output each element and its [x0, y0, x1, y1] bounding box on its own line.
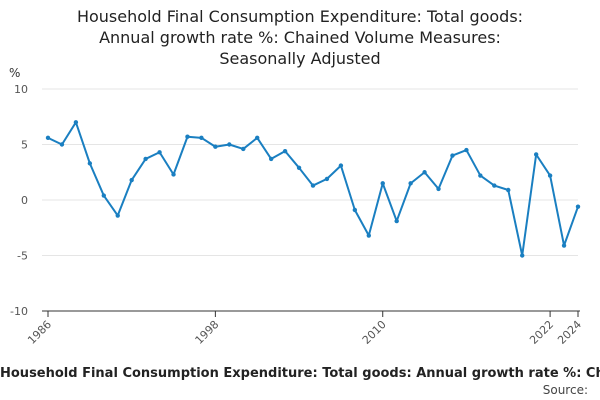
- data-point: [73, 120, 79, 125]
- data-point: [241, 146, 246, 152]
- data-point: [422, 170, 427, 175]
- x-tick-label: 2010: [360, 318, 389, 347]
- data-point: [45, 135, 51, 141]
- data-point: [282, 148, 288, 154]
- y-axis-unit-label: %: [9, 66, 21, 80]
- data-point: [561, 243, 567, 248]
- data-point: [394, 218, 399, 224]
- data-point: [255, 135, 260, 141]
- chart-title-line-1: Household Final Consumption Expenditure:…: [76, 7, 524, 26]
- data-point: [450, 153, 455, 158]
- data-point: [199, 135, 204, 141]
- data-point: [520, 253, 525, 258]
- data-point: [547, 173, 553, 178]
- data-point: [380, 181, 385, 186]
- series-line: [47, 121, 579, 257]
- chart-title-line-3: Seasonally Adjusted: [219, 49, 381, 68]
- data-point: [324, 176, 330, 182]
- data-point: [506, 187, 511, 193]
- chart-legend: Household Final Consumption Expenditure:…: [0, 366, 600, 381]
- data-point: [185, 134, 190, 139]
- data-point: [129, 177, 134, 183]
- data-point: [171, 172, 176, 177]
- x-tick-label: 2022: [527, 318, 556, 347]
- x-tick-label: 2024: [555, 318, 584, 347]
- data-point: [464, 147, 469, 153]
- data-point: [533, 152, 539, 157]
- y-tick-label: -10: [10, 305, 28, 318]
- data-point: [408, 181, 413, 186]
- source-label: Source:: [542, 383, 588, 397]
- data-point: [366, 233, 371, 238]
- chart-title-line-2: Annual growth rate %: Chained Volume Mea…: [99, 28, 501, 47]
- data-point: [213, 144, 218, 149]
- data-point: [87, 161, 93, 166]
- data-point: [478, 173, 483, 178]
- chart-title: Household Final Consumption Expenditure:…: [0, 6, 600, 69]
- data-point: [268, 156, 274, 162]
- y-tick-label: -5: [17, 250, 28, 263]
- data-point: [575, 204, 581, 209]
- data-point: [492, 183, 497, 188]
- data-point: [59, 142, 65, 147]
- data-point: [101, 193, 106, 198]
- x-tick-label: 1986: [25, 318, 54, 347]
- y-tick-label: 10: [14, 83, 28, 96]
- data-point: [115, 213, 120, 218]
- data-point: [310, 183, 316, 188]
- data-point: [338, 163, 344, 168]
- data-point: [227, 142, 232, 147]
- data-point: [157, 150, 162, 155]
- data-point: [143, 156, 148, 162]
- data-point: [436, 186, 441, 192]
- y-tick-label: 0: [21, 194, 28, 207]
- y-tick-label: 5: [21, 139, 28, 152]
- data-point: [352, 207, 358, 213]
- data-point: [296, 165, 302, 171]
- x-tick-label: 1998: [192, 318, 221, 347]
